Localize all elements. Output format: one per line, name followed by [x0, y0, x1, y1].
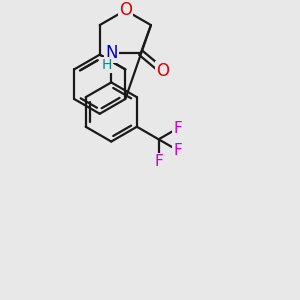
- Text: H: H: [101, 58, 112, 72]
- Text: F: F: [173, 143, 182, 158]
- Text: O: O: [156, 62, 169, 80]
- Text: F: F: [173, 121, 182, 136]
- Text: N: N: [105, 44, 118, 62]
- Text: F: F: [154, 154, 163, 169]
- Text: O: O: [119, 1, 132, 19]
